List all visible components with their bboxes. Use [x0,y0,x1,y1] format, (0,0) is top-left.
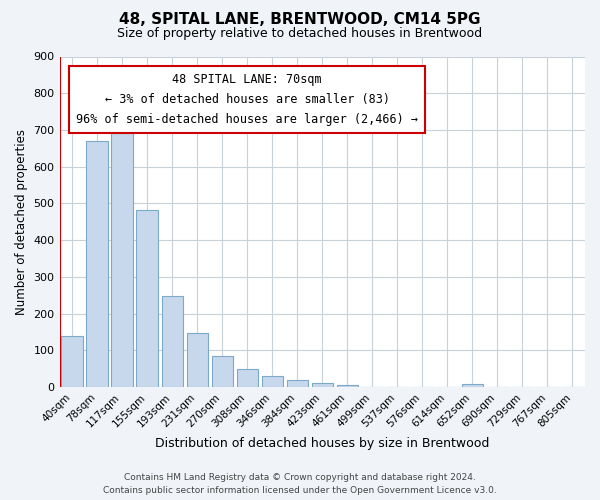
Bar [311,382,333,387]
Bar [462,384,483,387]
Bar [161,296,183,387]
Bar [287,380,308,387]
Bar [212,356,233,387]
Text: 48, SPITAL LANE, BRENTWOOD, CM14 5PG: 48, SPITAL LANE, BRENTWOOD, CM14 5PG [119,12,481,28]
Bar [236,368,258,387]
Bar [337,385,358,387]
Bar [262,376,283,387]
X-axis label: Distribution of detached houses by size in Brentwood: Distribution of detached houses by size … [155,437,490,450]
Text: 48 SPITAL LANE: 70sqm
← 3% of detached houses are smaller (83)
96% of semi-detac: 48 SPITAL LANE: 70sqm ← 3% of detached h… [76,73,418,126]
Bar [136,210,158,387]
Bar [112,132,133,387]
Text: Size of property relative to detached houses in Brentwood: Size of property relative to detached ho… [118,28,482,40]
Bar [86,141,108,387]
Text: Contains HM Land Registry data © Crown copyright and database right 2024.
Contai: Contains HM Land Registry data © Crown c… [103,473,497,495]
Bar [187,332,208,387]
Bar [61,336,83,387]
Y-axis label: Number of detached properties: Number of detached properties [15,128,28,314]
